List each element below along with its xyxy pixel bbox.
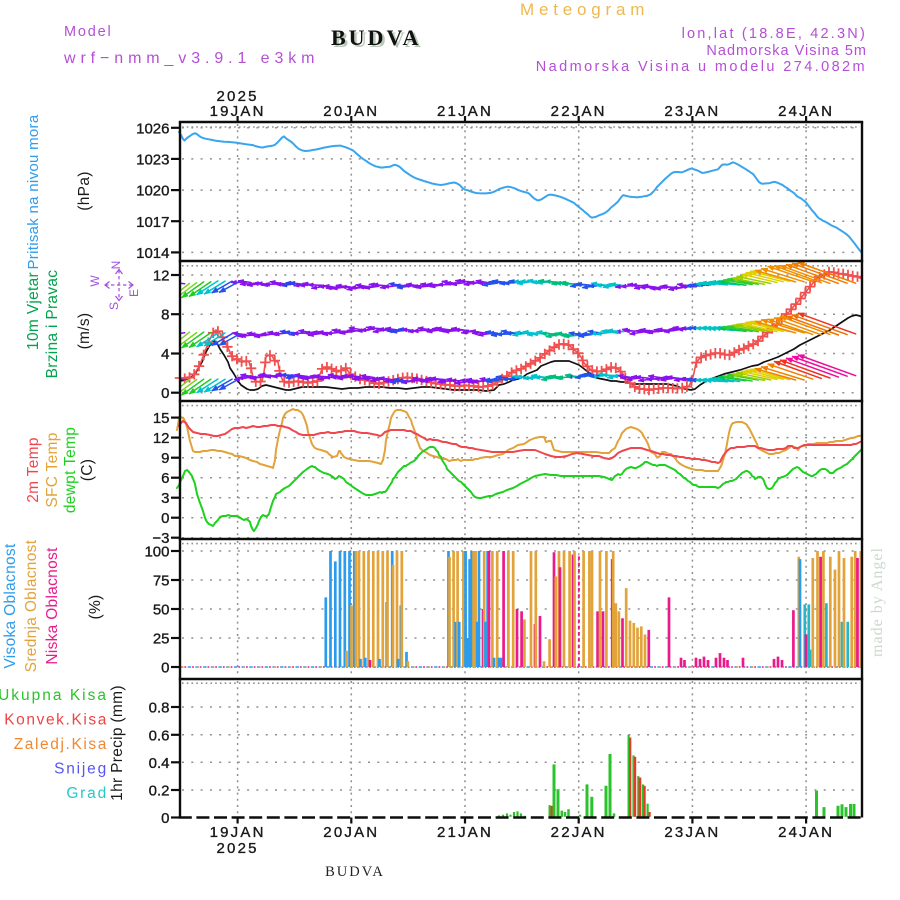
svg-text:Brzina i Pravac: Brzina i Pravac bbox=[44, 270, 61, 379]
svg-text:Visoka Oblacnost: Visoka Oblacnost bbox=[2, 543, 19, 669]
svg-text:22JAN: 22JAN bbox=[551, 103, 607, 120]
svg-text:Snijeg: Snijeg bbox=[54, 761, 108, 778]
svg-text:Konvek.Kisa: Konvek.Kisa bbox=[4, 712, 108, 729]
svg-text:20JAN: 20JAN bbox=[323, 824, 379, 841]
svg-text:21JAN: 21JAN bbox=[437, 824, 493, 841]
svg-text:W: W bbox=[88, 275, 102, 287]
svg-text:1023: 1023 bbox=[136, 151, 169, 168]
svg-text:dewpt Temp: dewpt Temp bbox=[62, 427, 79, 513]
svg-text:75: 75 bbox=[153, 573, 170, 590]
svg-text:100: 100 bbox=[144, 544, 169, 561]
svg-text:Model: Model bbox=[64, 24, 113, 40]
svg-text:22JAN: 22JAN bbox=[551, 824, 607, 841]
svg-text:8: 8 bbox=[161, 307, 169, 324]
svg-text:(hPa): (hPa) bbox=[76, 171, 93, 210]
svg-text:24JAN: 24JAN bbox=[778, 103, 834, 120]
svg-text:12: 12 bbox=[153, 430, 170, 447]
svg-text:1017: 1017 bbox=[136, 214, 169, 231]
svg-text:0.2: 0.2 bbox=[149, 783, 170, 800]
svg-text:lon,lat (18.8E, 42.3N): lon,lat (18.8E, 42.3N) bbox=[682, 26, 867, 42]
svg-text:2025: 2025 bbox=[217, 840, 259, 857]
svg-text:3: 3 bbox=[161, 490, 169, 507]
svg-text:0: 0 bbox=[161, 510, 169, 527]
svg-text:1hr Precip (mm): 1hr Precip (mm) bbox=[109, 685, 126, 801]
svg-text:made by Angel: made by Angel bbox=[869, 547, 886, 657]
svg-text:S: S bbox=[107, 302, 121, 310]
svg-text:wrf−nmm_v3.9.1 e3km: wrf−nmm_v3.9.1 e3km bbox=[63, 50, 319, 67]
svg-text:E: E bbox=[127, 289, 141, 297]
svg-text:6: 6 bbox=[161, 470, 169, 487]
svg-text:Nadmorska Visina 5m: Nadmorska Visina 5m bbox=[706, 43, 867, 59]
svg-text:19JAN: 19JAN bbox=[210, 824, 266, 841]
svg-text:15: 15 bbox=[153, 410, 170, 427]
svg-text:10m Vjetar: 10m Vjetar bbox=[25, 272, 42, 350]
svg-text:23JAN: 23JAN bbox=[664, 824, 720, 841]
svg-text:1014: 1014 bbox=[136, 245, 169, 262]
svg-text:Niska Oblacnost: Niska Oblacnost bbox=[44, 547, 61, 665]
svg-text:(m/s): (m/s) bbox=[76, 313, 93, 350]
svg-text:−3: −3 bbox=[152, 530, 169, 547]
svg-text:(%): (%) bbox=[87, 594, 104, 619]
svg-text:N: N bbox=[109, 261, 123, 270]
svg-text:Ukupna Kisa: Ukupna Kisa bbox=[0, 687, 108, 704]
svg-text:Grad: Grad bbox=[66, 785, 108, 802]
svg-text:Srednja Oblacnost: Srednja Oblacnost bbox=[23, 539, 40, 672]
svg-text:4: 4 bbox=[161, 346, 169, 363]
svg-text:2m Temp: 2m Temp bbox=[25, 437, 42, 503]
svg-text:Zaledj.Kisa: Zaledj.Kisa bbox=[14, 736, 108, 753]
svg-text:1020: 1020 bbox=[136, 183, 169, 200]
svg-text:Nadmorska Visina u modelu 274.: Nadmorska Visina u modelu 274.082m bbox=[536, 59, 867, 75]
svg-text:0.6: 0.6 bbox=[149, 727, 170, 744]
svg-text:2025: 2025 bbox=[217, 88, 259, 105]
svg-text:24JAN: 24JAN bbox=[778, 824, 834, 841]
svg-text:25: 25 bbox=[153, 631, 170, 648]
svg-text:0.8: 0.8 bbox=[149, 700, 170, 717]
svg-text:BUDVA: BUDVA bbox=[331, 25, 421, 50]
svg-text:12: 12 bbox=[153, 268, 170, 285]
svg-text:50: 50 bbox=[153, 602, 170, 619]
svg-text:23JAN: 23JAN bbox=[664, 103, 720, 120]
svg-text:0: 0 bbox=[161, 810, 169, 827]
svg-text:0.4: 0.4 bbox=[149, 755, 170, 772]
svg-text:BUDVA: BUDVA bbox=[325, 864, 385, 880]
svg-text:21JAN: 21JAN bbox=[437, 103, 493, 120]
svg-text:9: 9 bbox=[161, 450, 169, 467]
svg-text:Meteogram: Meteogram bbox=[520, 0, 649, 19]
svg-text:1026: 1026 bbox=[136, 120, 169, 137]
svg-text:0: 0 bbox=[161, 385, 169, 402]
svg-text:(C): (C) bbox=[79, 459, 96, 481]
svg-text:19JAN: 19JAN bbox=[210, 103, 266, 120]
svg-text:20JAN: 20JAN bbox=[323, 103, 379, 120]
svg-text:0: 0 bbox=[161, 660, 169, 677]
svg-text:BUDVA: BUDVA bbox=[334, 27, 424, 52]
svg-text:Pritisak na nivou mora: Pritisak na nivou mora bbox=[25, 114, 42, 269]
svg-text:SFC Temp: SFC Temp bbox=[44, 432, 61, 507]
